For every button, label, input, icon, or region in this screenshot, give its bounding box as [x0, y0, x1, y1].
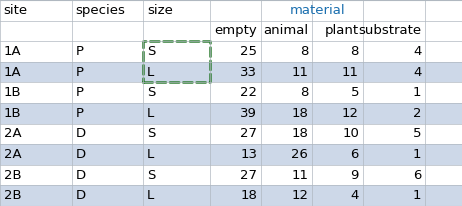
Text: 2A: 2A: [4, 148, 21, 161]
Text: 1A: 1A: [4, 66, 21, 79]
Text: 2B: 2B: [4, 169, 21, 182]
Text: 39: 39: [240, 107, 257, 120]
Text: S: S: [147, 127, 155, 140]
Text: 6: 6: [351, 148, 359, 161]
Text: 1: 1: [413, 148, 421, 161]
Text: P: P: [75, 107, 83, 120]
Text: 10: 10: [342, 127, 359, 140]
Text: 18: 18: [291, 107, 308, 120]
Text: D: D: [75, 189, 85, 202]
Text: 18: 18: [291, 127, 308, 140]
Text: 11: 11: [291, 66, 308, 79]
Text: 12: 12: [291, 189, 308, 202]
Text: 4: 4: [413, 66, 421, 79]
Text: S: S: [147, 86, 155, 99]
Text: 22: 22: [240, 86, 257, 99]
Text: plant: plant: [325, 24, 359, 37]
Bar: [0, 0, 462, 21]
Bar: [0, 144, 462, 165]
Text: 13: 13: [240, 148, 257, 161]
Text: 11: 11: [342, 66, 359, 79]
Text: 2A: 2A: [4, 127, 21, 140]
Text: 8: 8: [300, 45, 308, 58]
Text: 25: 25: [240, 45, 257, 58]
Text: D: D: [75, 148, 85, 161]
Text: 1B: 1B: [4, 107, 21, 120]
Bar: [0, 41, 462, 62]
Text: 33: 33: [240, 66, 257, 79]
Text: 27: 27: [240, 127, 257, 140]
Text: 12: 12: [342, 107, 359, 120]
Text: L: L: [147, 66, 154, 79]
Bar: [0, 103, 462, 124]
Text: 18: 18: [240, 189, 257, 202]
Text: 1: 1: [413, 86, 421, 99]
Text: D: D: [75, 127, 85, 140]
Text: P: P: [75, 45, 83, 58]
Text: 6: 6: [413, 169, 421, 182]
Text: species: species: [75, 4, 125, 17]
Text: material: material: [290, 4, 346, 17]
Text: 26: 26: [291, 148, 308, 161]
Text: D: D: [75, 169, 85, 182]
Text: 2B: 2B: [4, 189, 21, 202]
Text: 5: 5: [413, 127, 421, 140]
Text: substrate: substrate: [358, 24, 421, 37]
Text: 5: 5: [351, 86, 359, 99]
Text: L: L: [147, 107, 154, 120]
Bar: [0, 21, 462, 41]
Bar: [0, 82, 462, 103]
Text: 1: 1: [413, 189, 421, 202]
Text: 9: 9: [351, 169, 359, 182]
Text: L: L: [147, 148, 154, 161]
Bar: [0, 165, 462, 185]
Text: site: site: [4, 4, 28, 17]
Text: animal: animal: [263, 24, 308, 37]
Bar: [0, 124, 462, 144]
Text: P: P: [75, 86, 83, 99]
Text: empty: empty: [214, 24, 257, 37]
Text: 4: 4: [351, 189, 359, 202]
Bar: [0, 62, 462, 82]
Text: L: L: [147, 189, 154, 202]
Text: size: size: [147, 4, 173, 17]
Bar: [0, 185, 462, 206]
Text: 8: 8: [300, 86, 308, 99]
Text: 8: 8: [351, 45, 359, 58]
Text: 1B: 1B: [4, 86, 21, 99]
Text: S: S: [147, 169, 155, 182]
Text: P: P: [75, 66, 83, 79]
Text: 1A: 1A: [4, 45, 21, 58]
Text: 2: 2: [413, 107, 421, 120]
Bar: [143, 41, 210, 82]
Text: 4: 4: [413, 45, 421, 58]
Text: S: S: [147, 45, 155, 58]
Text: 11: 11: [291, 169, 308, 182]
Text: 27: 27: [240, 169, 257, 182]
